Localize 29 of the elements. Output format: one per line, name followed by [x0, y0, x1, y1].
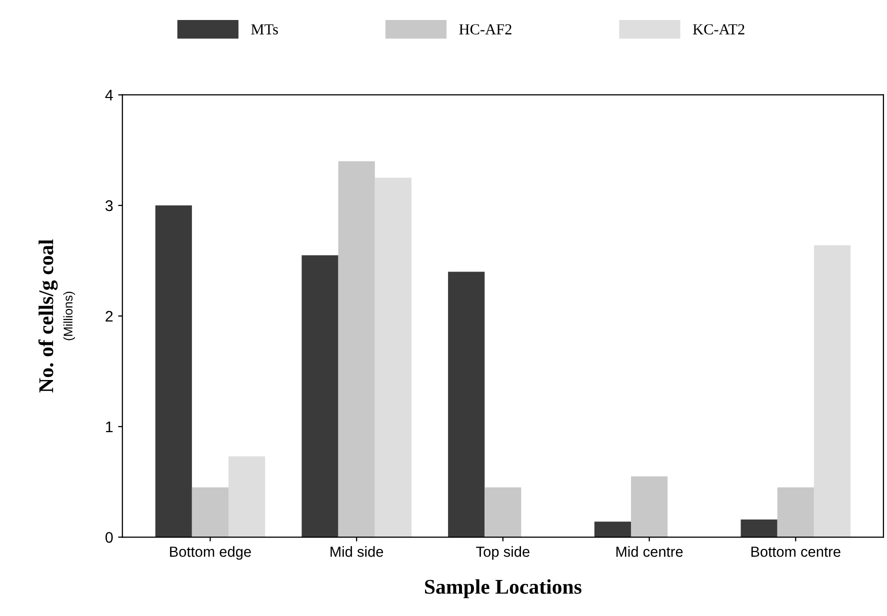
legend-label: KC-AT2 [692, 24, 744, 34]
bar [630, 476, 668, 538]
bar [302, 255, 338, 538]
x-tick-label: Bottom edge [170, 546, 251, 560]
bar [814, 245, 851, 538]
bar [228, 456, 266, 538]
y-tick-label: 1 [106, 422, 113, 432]
legend-label: MTs [251, 24, 278, 34]
y-tick-label: 0 [105, 532, 113, 543]
bar [484, 487, 522, 538]
text: (Millions) [63, 292, 76, 340]
y-tick-label: 2 [106, 310, 113, 322]
y-tick-label: 4 [105, 90, 113, 100]
bar [740, 519, 778, 538]
y-axis-title: No. of cells/g coal [38, 239, 58, 393]
x-tick-label: Mid centre [616, 546, 683, 557]
bar [155, 205, 192, 538]
bar [374, 178, 412, 538]
x-tick-label: Mid side [330, 546, 384, 557]
x-tick-label: Bottom centre [751, 546, 840, 557]
y-tick-label: 3 [105, 200, 113, 212]
bar [192, 487, 229, 538]
bar [448, 272, 485, 538]
x-axis-title: Sample Locations [425, 579, 582, 598]
bar [594, 522, 631, 538]
x-tick-label: Top side [476, 546, 530, 560]
bar [777, 487, 814, 538]
bar [338, 161, 375, 538]
legend-label: HC-AF2 [459, 24, 512, 34]
